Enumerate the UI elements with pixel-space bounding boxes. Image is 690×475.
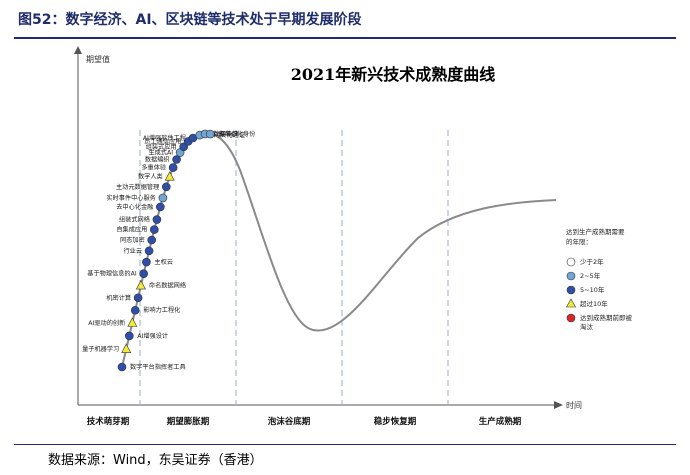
source-rule [14,444,676,445]
tech-label: 影响力工程化 [143,306,180,314]
source-note: 数据来源：Wind，东吴证券（香港） [48,449,263,468]
tech-marker [134,294,142,302]
legend-label: 少于2年 [580,257,604,266]
legend-title-line2: 的年限： [566,237,592,246]
tech-marker [148,236,156,244]
phase-label: 技术萌芽期 [87,416,130,427]
tech-label: 同态加密 [120,236,145,244]
x-axis-arrow [554,401,563,409]
tech-label: AI驱动的创新 [88,319,125,327]
x-axis-label: 时间 [566,400,582,410]
tech-label: 命名数据网络 [149,282,186,290]
phase-label: 泡沫谷底期 [268,416,311,427]
legend-marker [567,272,575,280]
phase-label: 期望膨胀期 [167,416,210,427]
tech-marker [162,183,170,191]
tech-label: 组装式网络 [119,216,150,224]
tech-label: 实时事件中心服务 [106,194,156,202]
tech-label: 主动元数据管理 [116,183,159,191]
tech-label: 去中心化金融 [116,203,153,211]
tech-marker [159,194,167,202]
tech-marker [153,216,161,224]
legend-marker [567,286,575,294]
chart-title: 2021年新兴技术成熟度曲线 [291,65,496,84]
legend-label-cont: 淘汰 [580,322,594,331]
tech-label: 数据编织 [145,155,170,163]
tech-marker [150,226,158,234]
phase-labels: 技术萌芽期 期望膨胀期 泡沫谷底期 稳步恢复期 生产成熟期 [87,416,522,427]
tech-marker [206,130,214,138]
tech-marker [156,203,164,211]
phase-label: 稳步恢复期 [374,416,417,427]
tech-label: 行业云 [124,247,143,255]
legend-label: 5~10年 [580,285,605,294]
legend-marker [567,299,576,307]
legend-title-line1: 达到生产成熟期需要 [566,227,625,236]
tech-marker [140,270,148,278]
tech-marker [118,363,126,371]
y-axis-label: 期望值 [86,54,110,64]
tech-label: 去中心化身份 [218,130,256,138]
legend-marker [567,314,575,322]
legend-label: 超过10年 [580,299,608,308]
tech-label: 基于物理信息的AI [87,270,137,278]
legend-marker [567,258,575,266]
tech-label: 机密计算 [106,294,131,302]
tech-marker [125,332,133,340]
tech-label: 多重体验 [141,164,167,172]
tech-label: 主权云 [154,258,173,266]
legend-label: 达到成熟期前即被 [580,313,633,322]
tech-marker [122,344,131,353]
hype-curve [122,134,556,367]
tech-label: 数字平台指挥者工具 [130,363,186,371]
legend-label: 2~5年 [580,271,601,280]
tech-label: AI增强软件工程 [143,134,186,142]
tech-marker [128,318,137,327]
tech-marker [136,281,145,290]
tech-marker [131,306,139,314]
hype-cycle-chart: 期望值 时间 2021年新兴技术成熟度曲线 技术萌芽期 期望膨胀期 泡沫谷底期 稳步恢… [0,0,690,475]
tech-label: AI增强设计 [137,332,168,340]
phase-label: 生产成熟期 [479,416,522,427]
legend: 达到生产成熟期需要 的年限： 少于2年 2~5年 5~10年超过10年达到成熟期前即… [566,227,633,331]
tech-marker [165,172,174,181]
tech-marker [145,247,153,255]
tech-label: 量子机器学习 [82,345,119,353]
technology-markers: 数字平台指挥者工具 量子机器学习 AI增强设计 AI驱动的创新 影响力工程化 机密计算 命名… [82,130,256,371]
tech-label: 数字人类 [138,173,163,181]
tech-label: 自集成应用 [116,226,147,234]
tech-marker [142,258,150,266]
y-axis-arrow [74,46,82,54]
tech-marker [169,164,177,172]
